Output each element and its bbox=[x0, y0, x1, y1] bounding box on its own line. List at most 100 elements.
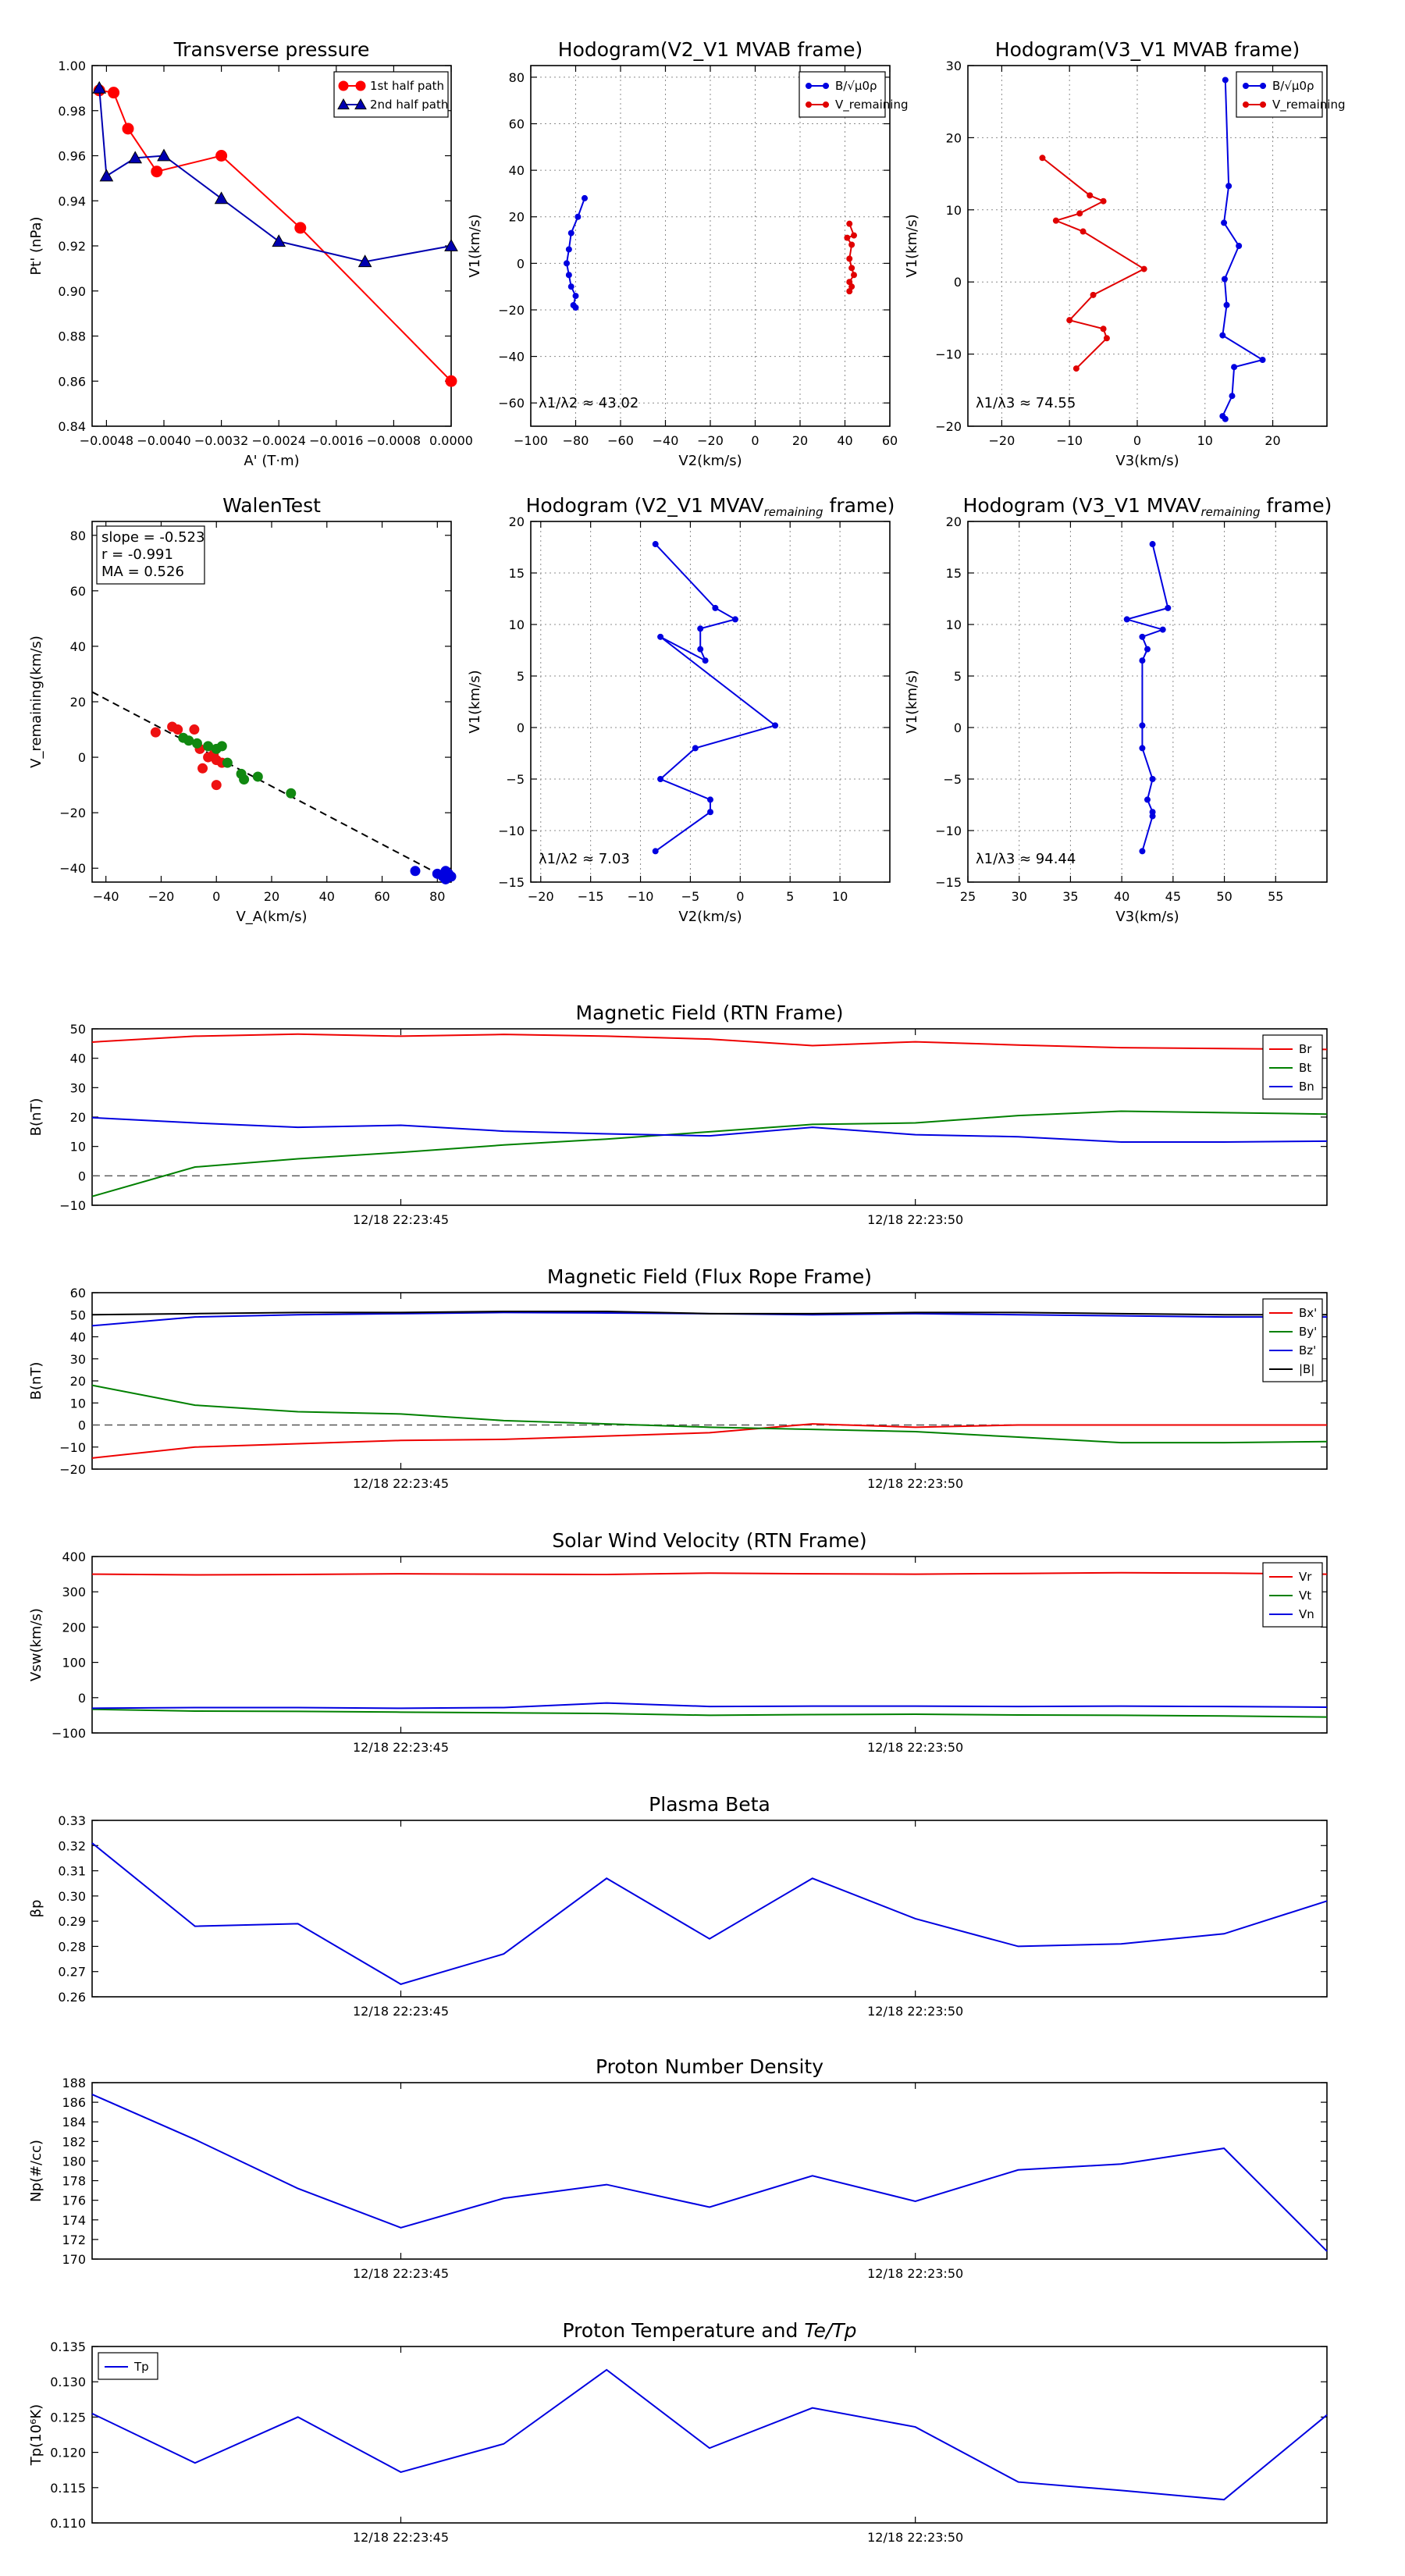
x-tick-label: −0.0024 bbox=[252, 433, 306, 448]
y-axis-label: Vsw(km/s) bbox=[28, 1608, 44, 1681]
legend-label: V_remaining bbox=[1272, 98, 1346, 112]
legend-label: Bt bbox=[1299, 1061, 1311, 1075]
series-line-Vr bbox=[91, 1571, 1328, 1576]
data-point bbox=[1072, 365, 1080, 372]
y-tick-label: 40 bbox=[70, 1330, 86, 1345]
data-point bbox=[565, 246, 572, 253]
data-point bbox=[99, 169, 114, 182]
y-axis-label: V1(km/s) bbox=[904, 670, 920, 733]
plot-frame bbox=[91, 1028, 1328, 1206]
chart-mag_rtn: Magnetic Field (RTN Frame) 12/18 22:23:45… bbox=[28, 1002, 1328, 1227]
x-tick-label: 12/18 22:23:45 bbox=[353, 2530, 449, 2545]
data-point bbox=[286, 788, 297, 799]
chart-h4: Hodogram (V3_V1 MVAVremaining frame) 25 30… bbox=[904, 494, 1332, 925]
y-tick-label: 0 bbox=[78, 1691, 86, 1706]
data-point bbox=[567, 229, 574, 237]
x-tick-label: 12/18 22:23:45 bbox=[353, 1740, 449, 1755]
y-tick-label: 0.92 bbox=[58, 239, 86, 254]
y-tick-label: 40 bbox=[509, 163, 525, 178]
y-tick-label: −20 bbox=[935, 419, 962, 434]
y-axis-label: V_remaining(km/s) bbox=[28, 635, 44, 768]
x-tick-label: 5 bbox=[786, 889, 794, 904]
x-tick-label: 12/18 22:23:45 bbox=[353, 1476, 449, 1491]
y-axis-label: Np(#/cc) bbox=[28, 2140, 44, 2202]
data-point bbox=[652, 848, 659, 855]
y-axis-label: B(nT) bbox=[28, 1098, 44, 1137]
plot-frame bbox=[91, 65, 452, 427]
series-line-B/√μ0ρ bbox=[1222, 80, 1265, 420]
y-tick-label: −10 bbox=[935, 347, 962, 362]
y-tick-label: 0.98 bbox=[58, 104, 86, 119]
data-point bbox=[1140, 265, 1147, 272]
x-tick-label: 0 bbox=[1133, 433, 1141, 448]
x-tick-label: 0.0000 bbox=[429, 433, 473, 448]
legend-marker bbox=[1260, 101, 1266, 108]
plot-frame bbox=[967, 521, 1328, 883]
data-point bbox=[150, 727, 161, 738]
y-tick-label: 0.26 bbox=[58, 1990, 86, 2005]
data-point bbox=[1139, 848, 1146, 855]
data-point bbox=[567, 283, 574, 290]
data-point bbox=[1144, 796, 1151, 803]
y-tick-label: 174 bbox=[62, 2213, 86, 2228]
y-tick-label: 0.84 bbox=[58, 419, 86, 434]
y-tick-label: 0.135 bbox=[50, 2339, 86, 2354]
y-tick-label: 20 bbox=[70, 1110, 86, 1125]
data-point bbox=[772, 722, 779, 729]
y-tick-label: 0 bbox=[954, 275, 962, 290]
data-point bbox=[572, 293, 579, 300]
y-tick-label: 40 bbox=[70, 639, 86, 654]
data-point bbox=[1223, 301, 1230, 308]
chart-title: Plasma Beta bbox=[649, 1793, 770, 1816]
x-tick-label: 12/18 22:23:50 bbox=[867, 2530, 963, 2545]
y-tick-label: 20 bbox=[509, 210, 525, 225]
y-tick-label: 10 bbox=[70, 1396, 86, 1411]
y-tick-label: 10 bbox=[946, 203, 962, 218]
series-line-Np bbox=[91, 2094, 1328, 2252]
data-point bbox=[108, 87, 120, 99]
x-tick-label: −10 bbox=[628, 889, 654, 904]
title-text: Hodogram (V2_V1 MVAV bbox=[526, 494, 764, 517]
series-line-Bx' bbox=[91, 1423, 1327, 1459]
x-tick-label: 35 bbox=[1062, 889, 1078, 904]
y-tick-label: −10 bbox=[59, 1198, 86, 1213]
x-axis-label: V2(km/s) bbox=[678, 909, 742, 925]
y-tick-label: 15 bbox=[509, 566, 525, 581]
data-point bbox=[1219, 332, 1226, 339]
data-point bbox=[1225, 183, 1232, 190]
legend-box bbox=[799, 71, 886, 118]
title-text: Hodogram (V3_V1 MVAV bbox=[963, 494, 1201, 517]
stats-line: r = -0.991 bbox=[101, 546, 173, 563]
x-tick-label: 12/18 22:23:50 bbox=[867, 2004, 963, 2019]
data-point bbox=[443, 868, 454, 879]
data-point bbox=[1259, 356, 1266, 363]
legend-marker bbox=[806, 83, 812, 89]
y-tick-label: 0.31 bbox=[58, 1864, 86, 1879]
x-tick-label: 12/18 22:23:50 bbox=[867, 2266, 963, 2281]
title-math: Te/Tp bbox=[804, 2319, 856, 2342]
title-text: Magnetic Field (Flux Rope Frame) bbox=[547, 1265, 872, 1288]
y-axis-label: V1(km/s) bbox=[467, 214, 483, 277]
chart-title: WalenTest bbox=[222, 494, 321, 517]
y-tick-label: 10 bbox=[509, 617, 525, 632]
x-axis-label: V2(km/s) bbox=[678, 453, 742, 469]
legend-marker bbox=[355, 80, 366, 91]
title-text: Solar Wind Velocity (RTN Frame) bbox=[552, 1529, 866, 1552]
y-tick-label: 20 bbox=[70, 1374, 86, 1389]
x-tick-label: −20 bbox=[989, 433, 1016, 448]
legend-label: Bx' bbox=[1299, 1306, 1317, 1320]
plot-frame bbox=[91, 521, 452, 883]
y-axis-label: V1(km/s) bbox=[467, 670, 483, 733]
data-point bbox=[1087, 192, 1094, 199]
y-tick-label: 60 bbox=[509, 117, 525, 132]
x-tick-label: 40 bbox=[319, 889, 335, 904]
chart-title: Hodogram (V3_V1 MVAVremaining frame) bbox=[963, 494, 1332, 519]
y-tick-label: −5 bbox=[506, 772, 525, 787]
y-tick-label: 30 bbox=[70, 1352, 86, 1367]
data-point bbox=[707, 809, 713, 816]
series-line-beta bbox=[91, 1842, 1328, 1985]
x-tick-label: −40 bbox=[653, 433, 679, 448]
data-point bbox=[1231, 364, 1238, 371]
legend-label: Br bbox=[1299, 1042, 1312, 1056]
